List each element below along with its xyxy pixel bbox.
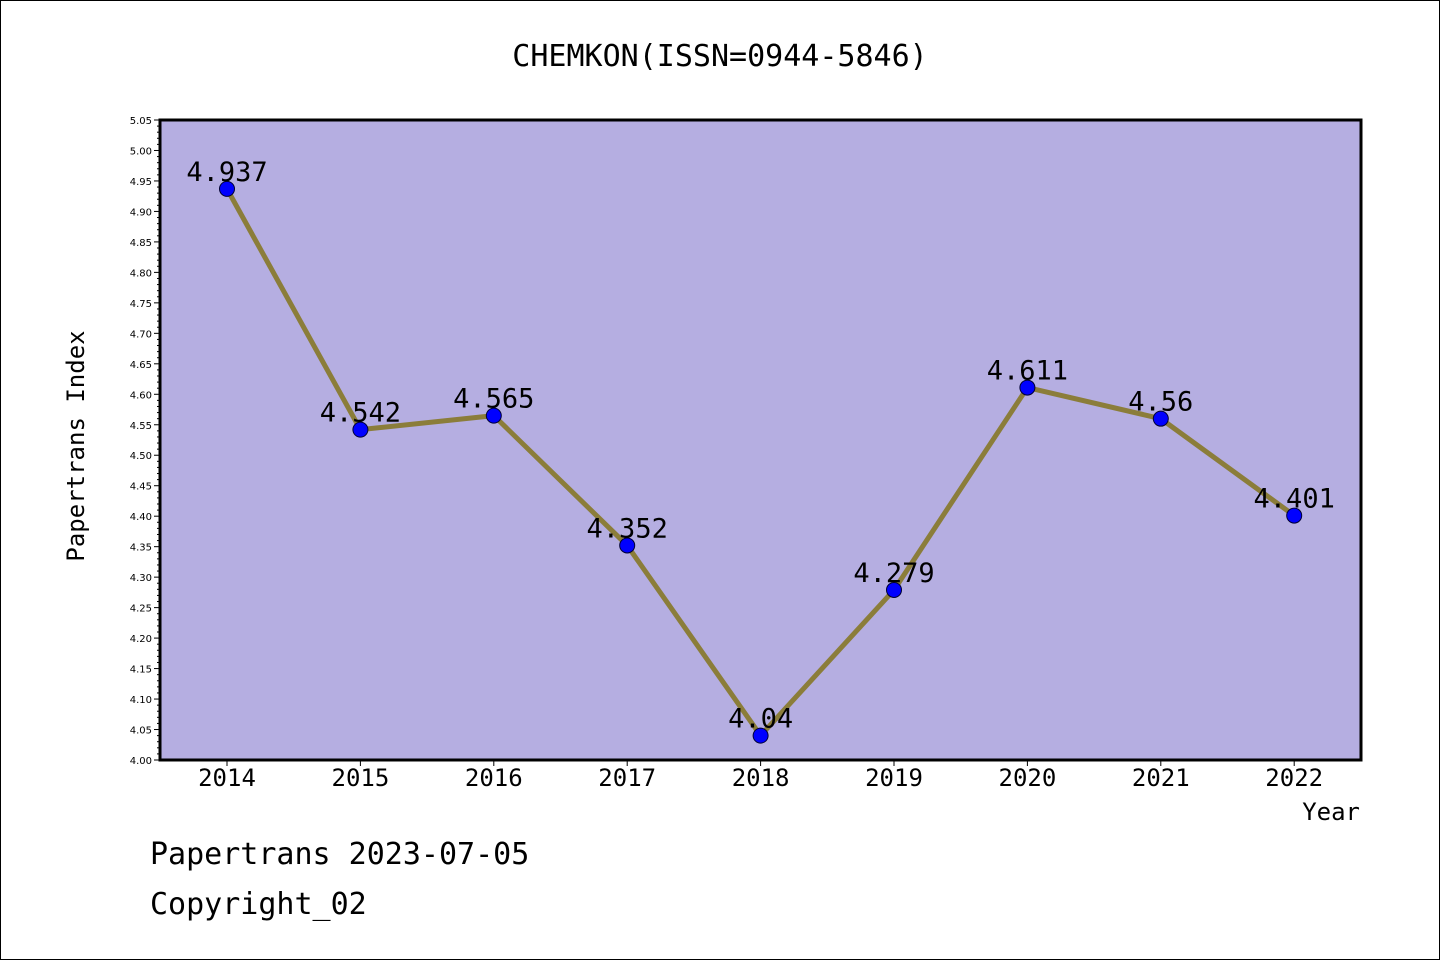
y-tick-label: 4.00: [130, 756, 152, 767]
data-label: 4.352: [587, 513, 668, 544]
y-tick-label: 4.35: [130, 543, 152, 554]
y-tick-label: 4.05: [130, 726, 152, 737]
x-tick-label: 2019: [865, 764, 923, 792]
y-tick-label: 4.50: [130, 451, 152, 462]
data-label: 4.611: [987, 356, 1068, 387]
data-label: 4.937: [186, 157, 267, 188]
y-tick-label: 4.95: [130, 177, 152, 188]
plot-border: [158, 118, 1363, 762]
x-axis-title: Year: [1302, 798, 1360, 826]
data-label: 4.542: [320, 398, 401, 429]
chart-title: CHEMKON(ISSN=0944-5846): [512, 39, 927, 74]
x-tick-label: 2021: [1132, 764, 1190, 792]
x-tick-label: 2017: [598, 764, 656, 792]
x-tick-label: 2014: [198, 764, 256, 792]
data-label: 4.401: [1254, 484, 1335, 515]
plot-area: [160, 120, 1361, 760]
footer-copyright: Copyright_02: [150, 887, 367, 922]
data-labels: 4.937 4.542 4.565 4.352 4.04 4.279 4.611 4.56 4.…: [186, 157, 1334, 735]
data-point: [352, 421, 369, 438]
y-axis: 4.00 4.05 4.10 4.15 4.20 4.25 4.30 4.35 4.40 4.45…: [130, 116, 160, 767]
series-markers: [219, 180, 1303, 744]
y-tick-label: 4.65: [130, 360, 152, 371]
data-point: [1152, 410, 1169, 427]
y-tick-label: 4.80: [130, 268, 152, 279]
data-point: [752, 727, 769, 744]
x-tick-label: 2018: [732, 764, 790, 792]
data-label: 4.565: [453, 384, 534, 415]
x-tick-label: 2015: [332, 764, 390, 792]
y-tick-label: 4.75: [130, 299, 152, 310]
y-tick-label: 5.00: [130, 146, 152, 157]
y-tick-label: 4.70: [130, 329, 152, 340]
data-label: 4.04: [728, 704, 793, 735]
data-label: 4.56: [1128, 387, 1193, 418]
y-tick-label: 4.30: [130, 573, 152, 584]
footer-date: Papertrans 2023-07-05: [150, 837, 529, 872]
y-tick-label: 4.90: [130, 207, 152, 218]
data-point: [1019, 379, 1036, 396]
y-tick-label: 4.25: [130, 604, 152, 615]
data-point: [1286, 507, 1303, 524]
y-tick-label: 4.15: [130, 665, 152, 676]
data-point: [485, 407, 502, 424]
y-tick-label: 4.55: [130, 421, 152, 432]
x-tick-label: 2022: [1265, 764, 1323, 792]
x-axis: 2014 2015 2016 2017 2018 2019 2020 2021 2022: [198, 760, 1323, 792]
y-tick-label: 4.20: [130, 634, 152, 645]
y-axis-title: Papertrans Index: [62, 330, 90, 561]
y-tick-label: 4.10: [130, 695, 152, 706]
y-tick-label: 4.60: [130, 390, 152, 401]
data-label: 4.279: [853, 558, 934, 589]
y-tick-label: 5.05: [130, 116, 152, 127]
x-tick-label: 2020: [999, 764, 1057, 792]
y-tick-label: 4.85: [130, 238, 152, 249]
data-point: [219, 180, 235, 197]
data-point: [886, 581, 902, 598]
x-tick-label: 2016: [465, 764, 523, 792]
y-tick-label: 4.45: [130, 482, 152, 493]
y-tick-label: 4.40: [130, 512, 152, 523]
data-point: [619, 537, 636, 554]
